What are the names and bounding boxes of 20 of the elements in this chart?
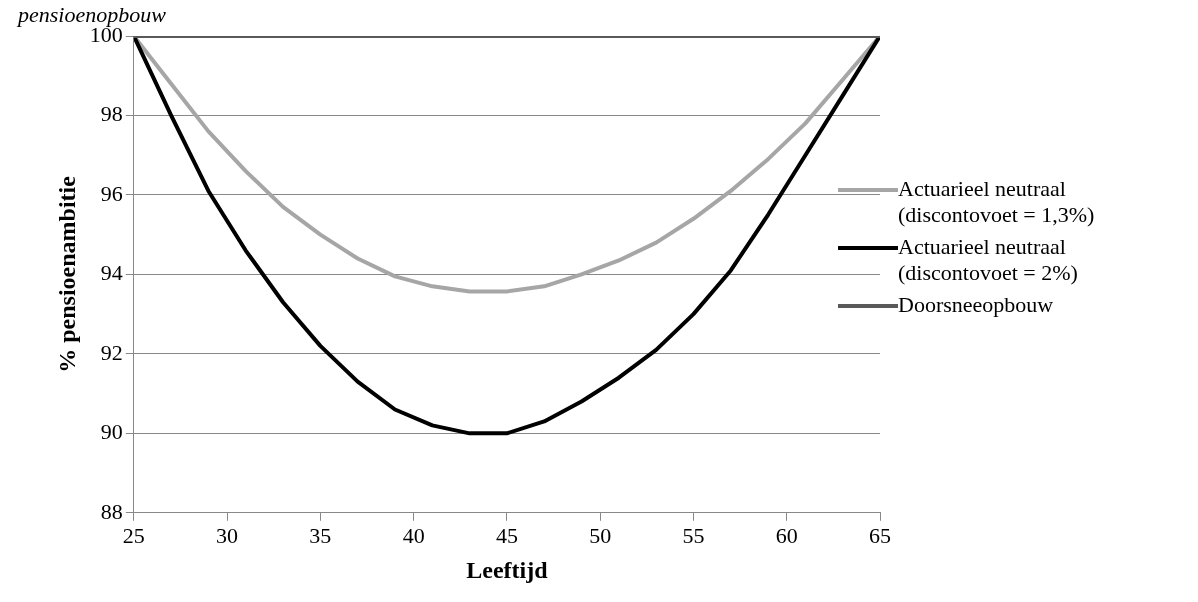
y-tick-label: 98 [100,101,123,127]
y-tick-label: 90 [100,419,123,445]
x-tick-label: 45 [495,522,518,548]
x-tick-label: 55 [682,522,705,548]
x-tick-label: 35 [309,522,332,548]
x-tick-label: 40 [402,522,425,548]
legend-label: Actuarieel neutraal (discontovoet = 1,3%) [898,176,1096,228]
y-tick-label: 88 [100,498,123,524]
y-axis-title: % pensioenambitie [53,175,80,373]
x-tick-label: 65 [869,522,891,548]
x-tick-label: 30 [216,522,239,548]
y-tick-label: 96 [100,180,123,206]
x-tick-label: 50 [589,522,612,548]
x-axis-title: Leeftijd [466,556,549,583]
y-tick-label: 92 [100,339,123,365]
legend-label: Actuarieel neutraal (discontovoet = 2%) [898,234,1079,286]
y-tick-label: 94 [100,260,123,286]
x-tick-label: 60 [775,522,798,548]
legend-label: Doorsneeopbouw [898,292,1054,318]
x-tick-label: 25 [122,522,145,548]
